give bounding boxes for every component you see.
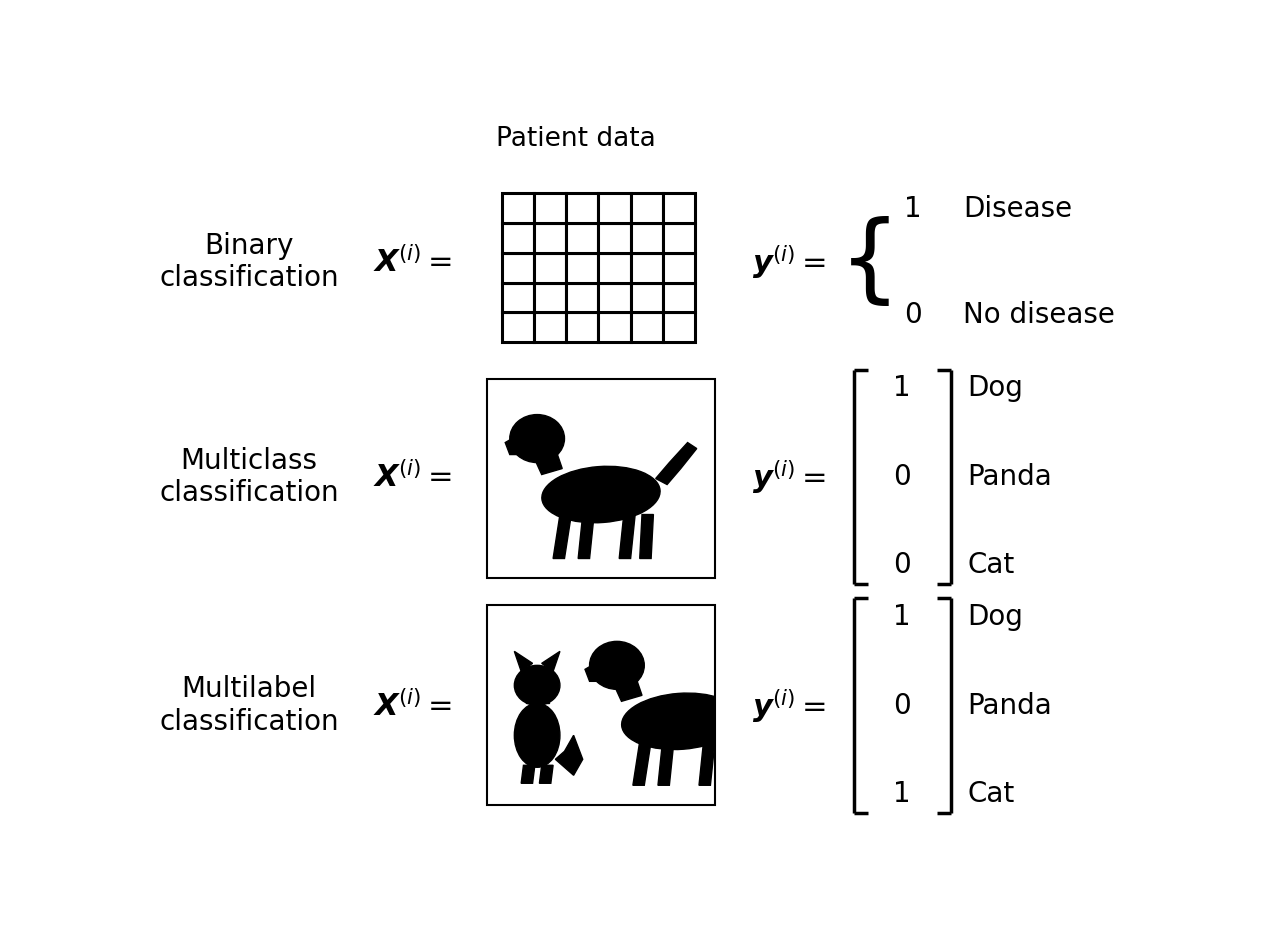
- Bar: [535, 282, 567, 312]
- Bar: [535, 253, 567, 282]
- Text: Panda: Panda: [968, 692, 1053, 719]
- Bar: [535, 194, 567, 223]
- Bar: [599, 223, 631, 253]
- Text: Dog: Dog: [968, 603, 1023, 631]
- Text: Cat: Cat: [968, 551, 1016, 580]
- Bar: [501, 253, 535, 282]
- Bar: [567, 312, 599, 343]
- Text: $\boldsymbol{X}^{(i)}=$: $\boldsymbol{X}^{(i)}=$: [373, 246, 453, 278]
- Bar: [663, 282, 696, 312]
- Text: Multiclass
classification: Multiclass classification: [160, 447, 339, 507]
- Text: 0: 0: [894, 692, 911, 719]
- Text: 0: 0: [894, 551, 911, 580]
- Text: $\boldsymbol{X}^{(i)}=$: $\boldsymbol{X}^{(i)}=$: [373, 690, 453, 721]
- Text: Binary
classification: Binary classification: [160, 232, 339, 293]
- Text: $\boldsymbol{y}^{(i)}=$: $\boldsymbol{y}^{(i)}=$: [752, 458, 826, 496]
- Bar: [631, 312, 663, 343]
- Bar: [535, 223, 567, 253]
- Bar: [567, 282, 599, 312]
- Bar: [487, 605, 715, 805]
- Bar: [501, 312, 535, 343]
- Bar: [599, 312, 631, 343]
- Text: $\boldsymbol{y}^{(i)}=$: $\boldsymbol{y}^{(i)}=$: [752, 686, 826, 725]
- Bar: [631, 194, 663, 223]
- Bar: [567, 253, 599, 282]
- Text: 1: 1: [894, 603, 911, 631]
- Bar: [663, 223, 696, 253]
- Bar: [663, 253, 696, 282]
- Text: 0: 0: [894, 463, 911, 491]
- Bar: [501, 194, 535, 223]
- Text: Panda: Panda: [968, 463, 1053, 491]
- Text: Patient data: Patient data: [496, 126, 656, 152]
- Bar: [663, 312, 696, 343]
- Text: 1: 1: [894, 374, 911, 402]
- Text: 1: 1: [894, 781, 911, 808]
- Bar: [501, 282, 535, 312]
- Text: Dog: Dog: [968, 374, 1023, 402]
- Bar: [631, 282, 663, 312]
- Text: Disease: Disease: [963, 195, 1072, 223]
- Bar: [631, 223, 663, 253]
- Bar: [567, 194, 599, 223]
- Bar: [567, 223, 599, 253]
- Text: Cat: Cat: [968, 781, 1016, 808]
- Text: Multilabel
classification: Multilabel classification: [160, 676, 339, 736]
- Text: 1: 1: [904, 195, 922, 223]
- Bar: [631, 253, 663, 282]
- Text: No disease: No disease: [963, 301, 1114, 329]
- Bar: [599, 282, 631, 312]
- Text: $\boldsymbol{X}^{(i)}=$: $\boldsymbol{X}^{(i)}=$: [373, 461, 453, 493]
- Bar: [501, 223, 535, 253]
- Bar: [663, 194, 696, 223]
- Text: 0: 0: [904, 301, 922, 329]
- Bar: [599, 253, 631, 282]
- Bar: [535, 312, 567, 343]
- Text: $\boldsymbol{y}^{(i)}=$: $\boldsymbol{y}^{(i)}=$: [752, 244, 826, 281]
- Bar: [599, 194, 631, 223]
- Text: $\{$: $\{$: [838, 215, 889, 310]
- Bar: [487, 379, 715, 579]
